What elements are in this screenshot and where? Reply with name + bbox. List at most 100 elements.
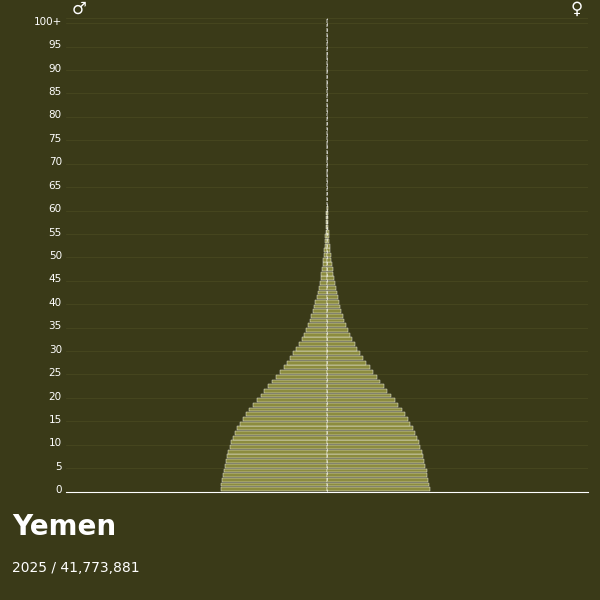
Bar xyxy=(228,450,327,454)
Bar xyxy=(327,244,329,248)
Bar xyxy=(327,427,413,430)
Bar xyxy=(327,248,330,252)
Bar xyxy=(327,290,337,295)
Bar xyxy=(327,464,425,467)
Bar xyxy=(327,225,328,229)
Bar xyxy=(308,323,327,327)
Bar xyxy=(299,342,327,346)
Bar xyxy=(327,482,429,487)
Bar xyxy=(327,230,329,233)
Bar xyxy=(290,356,327,360)
Bar xyxy=(325,244,327,248)
Bar xyxy=(327,239,329,243)
Bar xyxy=(327,436,417,440)
Text: ♀: ♀ xyxy=(571,0,583,18)
Bar xyxy=(268,384,327,388)
Bar xyxy=(240,422,327,425)
Bar xyxy=(280,370,327,374)
Bar xyxy=(223,473,327,477)
Bar xyxy=(327,361,366,365)
Bar xyxy=(327,211,328,215)
Bar xyxy=(327,454,423,458)
Bar xyxy=(326,225,327,229)
Bar xyxy=(231,440,327,444)
Bar xyxy=(276,375,327,379)
Bar xyxy=(265,389,327,393)
Bar xyxy=(327,281,335,285)
Bar xyxy=(327,417,407,421)
Bar xyxy=(319,286,327,290)
Bar xyxy=(327,220,328,224)
Bar xyxy=(327,403,398,407)
Bar xyxy=(326,230,327,233)
Bar xyxy=(253,403,327,407)
Bar xyxy=(225,464,327,467)
Bar xyxy=(327,235,329,238)
Bar xyxy=(327,337,352,341)
Bar xyxy=(327,272,334,275)
Bar xyxy=(327,253,331,257)
Bar xyxy=(327,347,357,350)
Bar xyxy=(311,314,327,318)
Bar xyxy=(317,295,327,299)
Bar xyxy=(326,215,327,220)
Bar xyxy=(327,309,341,313)
Bar xyxy=(237,427,327,430)
Bar xyxy=(327,370,373,374)
Bar xyxy=(302,337,327,341)
Bar xyxy=(235,431,327,435)
Bar xyxy=(327,305,340,308)
Bar xyxy=(246,412,327,416)
Bar xyxy=(320,277,327,280)
Bar xyxy=(325,239,327,243)
Bar xyxy=(327,440,419,444)
Bar xyxy=(260,394,327,397)
Bar xyxy=(221,482,327,487)
Bar xyxy=(327,262,332,266)
Bar xyxy=(323,262,327,266)
Bar xyxy=(323,258,327,262)
Bar xyxy=(221,487,327,491)
Bar xyxy=(325,235,327,238)
Bar xyxy=(296,347,327,350)
Bar xyxy=(284,365,327,370)
Bar xyxy=(327,478,428,482)
Bar xyxy=(324,253,327,257)
Bar xyxy=(249,407,327,412)
Bar xyxy=(327,215,328,220)
Bar xyxy=(322,267,327,271)
Bar xyxy=(222,478,327,482)
Bar xyxy=(327,384,383,388)
Bar xyxy=(327,407,401,412)
Bar xyxy=(314,305,327,308)
Bar xyxy=(304,333,327,337)
Bar xyxy=(243,417,327,421)
Bar xyxy=(327,375,377,379)
Bar xyxy=(227,454,327,458)
Bar xyxy=(272,380,327,383)
Bar xyxy=(325,248,327,252)
Bar xyxy=(316,300,327,304)
Bar xyxy=(313,309,327,313)
Bar xyxy=(327,431,415,435)
Bar xyxy=(327,352,360,355)
Bar xyxy=(327,314,343,318)
Bar xyxy=(327,277,334,280)
Bar xyxy=(327,389,388,393)
Bar xyxy=(317,290,327,295)
Bar xyxy=(233,436,327,440)
Bar xyxy=(327,295,338,299)
Bar xyxy=(327,267,332,271)
Bar xyxy=(327,342,355,346)
Bar xyxy=(327,319,344,322)
Text: 2025 / 41,773,881: 2025 / 41,773,881 xyxy=(12,561,140,575)
Bar xyxy=(327,323,346,327)
Bar xyxy=(287,361,327,365)
Bar xyxy=(327,258,331,262)
Bar xyxy=(310,319,327,322)
Bar xyxy=(327,445,420,449)
Bar xyxy=(320,281,327,285)
Bar xyxy=(327,380,380,383)
Text: Yemen: Yemen xyxy=(12,513,116,541)
Bar xyxy=(327,469,427,472)
